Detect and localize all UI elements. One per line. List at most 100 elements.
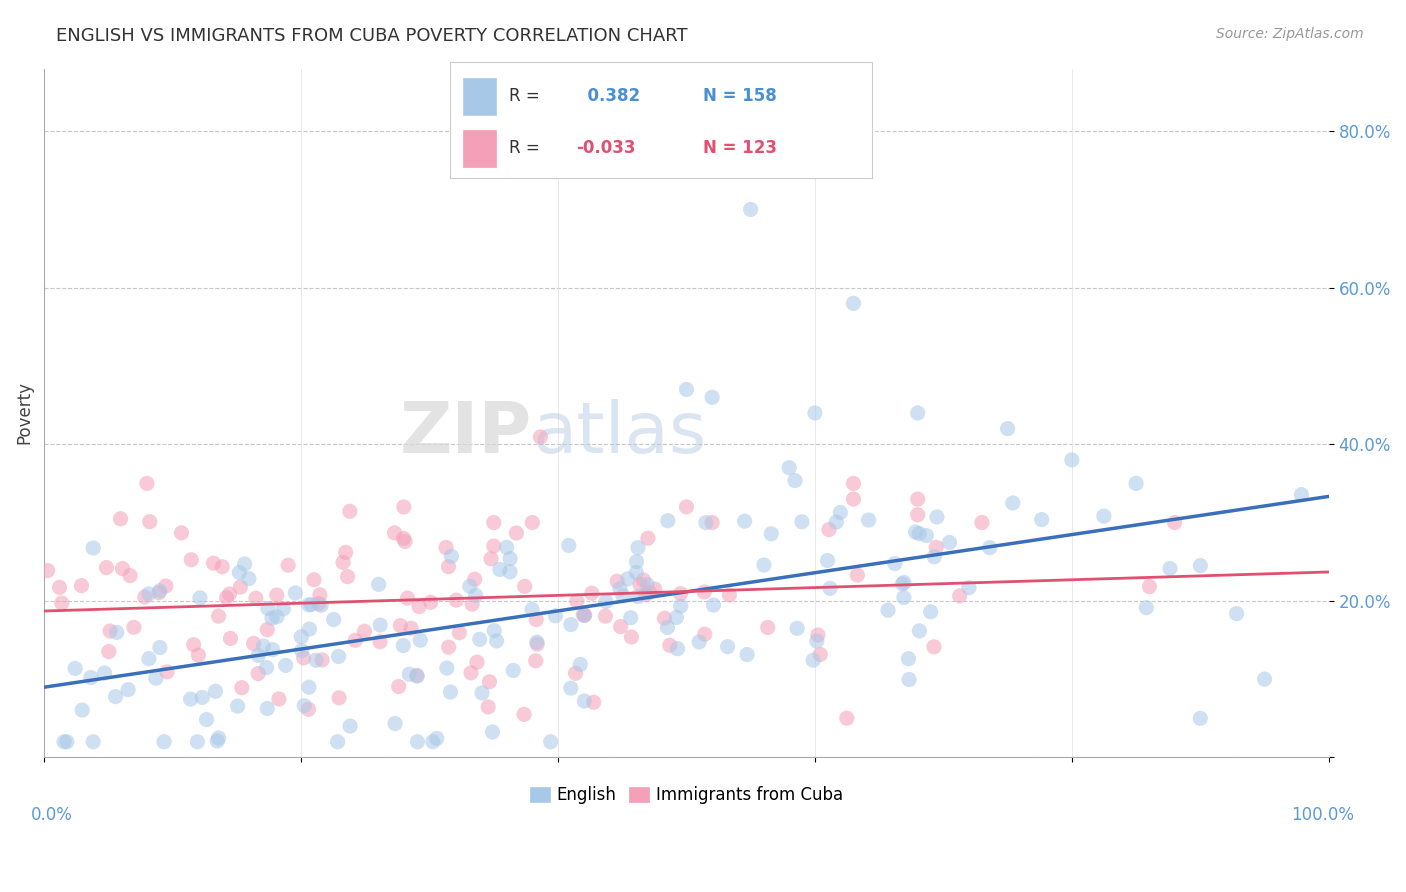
- Point: [761, 526, 783, 541]
- Point: [626, 566, 648, 580]
- Point: [669, 599, 692, 613]
- Text: ZIP: ZIP: [401, 399, 533, 468]
- Point: [149, 640, 172, 655]
- Point: [529, 430, 551, 444]
- Point: [716, 640, 738, 654]
- Point: [637, 531, 659, 545]
- Point: [238, 572, 260, 586]
- Point: [219, 632, 242, 646]
- Point: [740, 202, 762, 217]
- Point: [51, 596, 73, 610]
- Point: [308, 597, 330, 611]
- Point: [56, 735, 79, 749]
- Text: Source: ZipAtlas.com: Source: ZipAtlas.com: [1216, 27, 1364, 41]
- Point: [298, 680, 321, 694]
- Point: [922, 640, 945, 654]
- Point: [925, 510, 948, 524]
- Point: [883, 557, 905, 571]
- Point: [1060, 453, 1083, 467]
- Point: [122, 620, 145, 634]
- Point: [218, 587, 240, 601]
- Point: [63, 661, 86, 675]
- Point: [409, 633, 432, 648]
- Point: [149, 583, 172, 598]
- Point: [155, 579, 177, 593]
- Point: [105, 625, 128, 640]
- Point: [188, 591, 211, 605]
- Point: [1001, 496, 1024, 510]
- Point: [489, 562, 512, 576]
- Point: [756, 620, 779, 634]
- Point: [145, 671, 167, 685]
- Point: [339, 719, 361, 733]
- Point: [783, 474, 806, 488]
- Point: [693, 627, 716, 641]
- Point: [842, 476, 865, 491]
- Point: [48, 580, 70, 594]
- Point: [335, 545, 357, 559]
- Point: [211, 559, 233, 574]
- Point: [574, 608, 596, 623]
- Point: [665, 610, 688, 624]
- Point: [392, 500, 415, 514]
- Point: [808, 648, 831, 662]
- Point: [627, 541, 650, 555]
- Point: [957, 581, 980, 595]
- Point: [110, 512, 132, 526]
- Point: [388, 680, 411, 694]
- Legend: English, Immigrants from Cuba: English, Immigrants from Cuba: [523, 780, 851, 811]
- Point: [801, 653, 824, 667]
- Point: [233, 557, 256, 571]
- Text: N = 123: N = 123: [703, 139, 778, 157]
- Point: [449, 625, 471, 640]
- Point: [406, 669, 429, 683]
- Point: [98, 624, 121, 638]
- Point: [191, 690, 214, 705]
- Point: [153, 735, 176, 749]
- Point: [616, 572, 638, 586]
- Point: [970, 516, 993, 530]
- Point: [156, 665, 179, 679]
- Point: [609, 619, 631, 633]
- Point: [384, 716, 406, 731]
- Point: [422, 735, 444, 749]
- Point: [138, 587, 160, 601]
- Point: [846, 568, 869, 582]
- Point: [336, 569, 359, 583]
- Point: [1092, 509, 1115, 524]
- Point: [688, 635, 710, 649]
- Point: [938, 535, 960, 549]
- Point: [437, 640, 460, 654]
- Text: N = 158: N = 158: [703, 87, 776, 105]
- Point: [394, 534, 416, 549]
- Point: [806, 634, 828, 648]
- Point: [657, 620, 679, 634]
- Point: [297, 702, 319, 716]
- Point: [627, 590, 650, 604]
- Point: [1189, 558, 1212, 573]
- Point: [505, 526, 527, 541]
- Point: [540, 735, 562, 749]
- Point: [389, 618, 412, 632]
- Point: [180, 553, 202, 567]
- Point: [1139, 580, 1161, 594]
- Point: [292, 698, 315, 713]
- Point: [612, 589, 634, 603]
- Point: [925, 541, 948, 555]
- Point: [326, 735, 349, 749]
- Point: [53, 735, 76, 749]
- Point: [464, 572, 486, 586]
- Point: [180, 692, 202, 706]
- Point: [70, 703, 93, 717]
- Point: [138, 651, 160, 665]
- Point: [82, 541, 104, 555]
- Point: [226, 699, 249, 714]
- Point: [628, 577, 651, 591]
- Point: [574, 694, 596, 708]
- Point: [80, 671, 103, 685]
- Point: [245, 591, 267, 606]
- Point: [904, 524, 927, 539]
- Point: [479, 552, 502, 566]
- Point: [266, 588, 288, 602]
- Point: [574, 608, 596, 623]
